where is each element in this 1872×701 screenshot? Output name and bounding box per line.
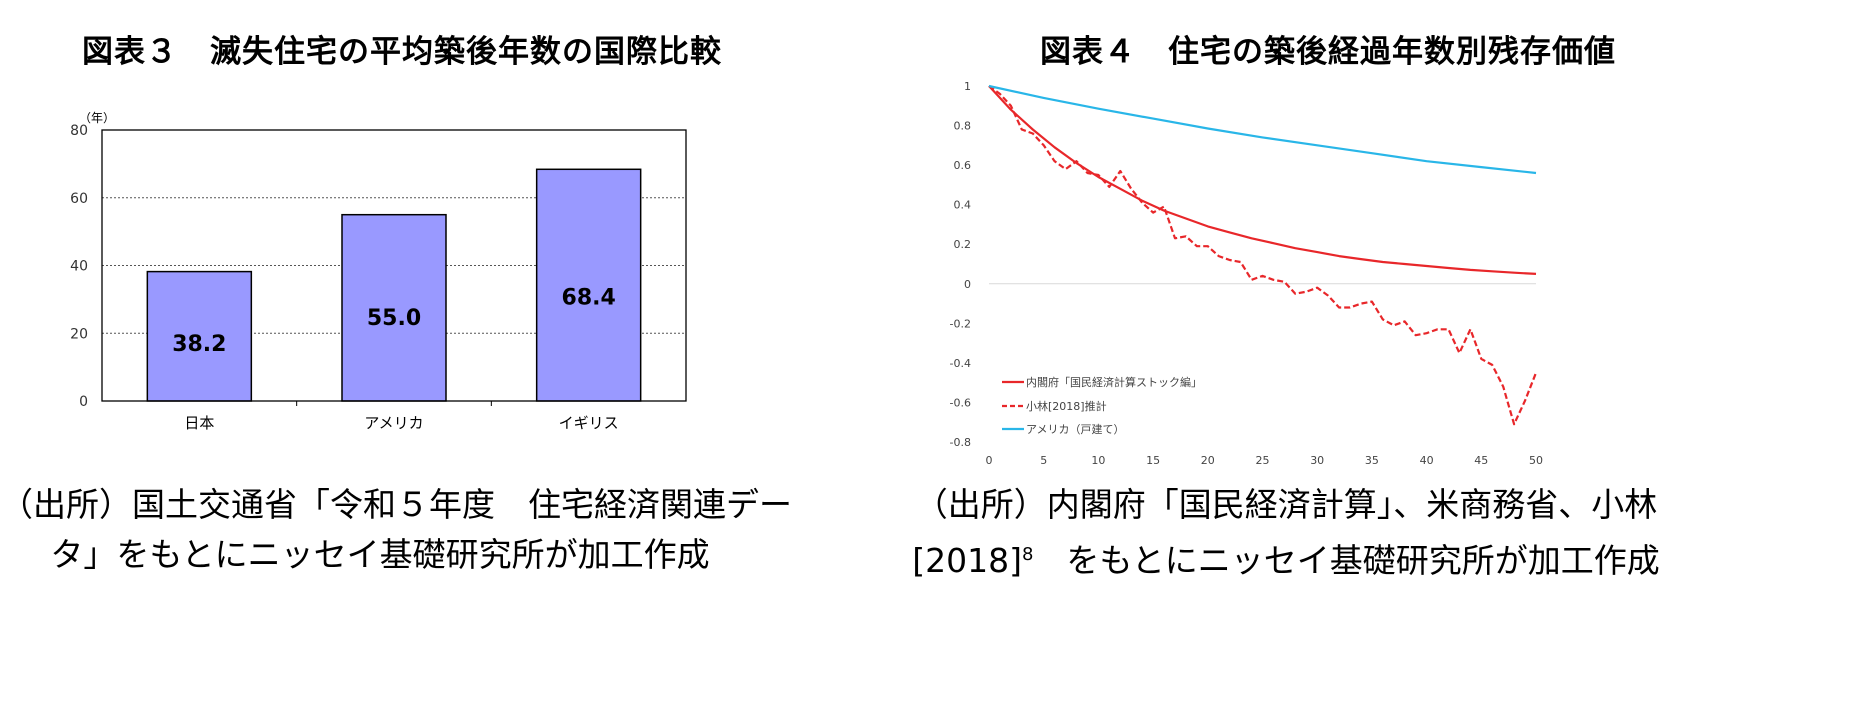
bar xyxy=(146,270,253,402)
x-tick-label: 30 xyxy=(1310,454,1324,467)
left-source-note: （出所）国土交通省「令和５年度 住宅経済関連デー タ」をもとにニッセイ基礎研究所… xyxy=(0,480,792,580)
bar xyxy=(341,213,447,402)
x-tick-label: 20 xyxy=(1201,454,1215,467)
right-source-line-2-text: をもとにニッセイ基礎研究所が加工作成 xyxy=(1033,541,1660,580)
legend-label: 内閣府「国民経済計算ストック編」 xyxy=(1026,375,1202,389)
right-figure-panel: 図表４ 住宅の築後経過年数別残存価値 1 0.8 0.6 0.4 0.2 0 -0.2 -0.… xyxy=(912,0,1872,701)
right-source-note: （出所）内閣府「国民経済計算」、米商務省、小林 [2018]8 をもとにニッセイ… xyxy=(876,480,1696,586)
y-unit-label: （年） xyxy=(79,111,115,125)
x-tick-label: 15 xyxy=(1146,454,1160,467)
bar-chart: （年） 0 20 40 60 80 38.2 55.0 68.4 日本 アメリカ イギリス xyxy=(70,111,687,432)
right-figure-title: 図表４ 住宅の築後経過年数別残存価値 xyxy=(1040,34,1616,70)
bar-value-label: 55.0 xyxy=(367,306,421,331)
x-tick-label: 40 xyxy=(1420,454,1434,467)
left-source-line-2: タ」をもとにニッセイ基礎研究所が加工作成 xyxy=(50,535,710,574)
x-tick-label: 日本 xyxy=(184,414,214,432)
plot-frame xyxy=(101,129,687,402)
left-figure-title: 図表３ 滅失住宅の平均築後年数の国際比較 xyxy=(82,34,722,70)
right-source-line-2: [2018]8 をもとにニッセイ基礎研究所が加工作成 xyxy=(876,530,1696,586)
y-tick-label: 40 xyxy=(70,259,88,275)
y-tick-label: 80 xyxy=(70,123,88,139)
x-tick-label: 45 xyxy=(1474,454,1488,467)
y-tick-label: -0.2 xyxy=(950,317,971,330)
legend-label: アメリカ（戸建て） xyxy=(1026,422,1124,436)
y-tick-label: 20 xyxy=(70,326,88,342)
series-line xyxy=(988,84,1537,175)
y-tick-label: 0.8 xyxy=(954,120,972,133)
citation-text: [2018] xyxy=(912,541,1022,580)
y-tick-label: 60 xyxy=(70,191,88,207)
right-source-line-1: （出所）内閣府「国民経済計算」、米商務省、小林 xyxy=(914,485,1658,524)
x-tick-label: 10 xyxy=(1091,454,1105,467)
bar-value-label: 68.4 xyxy=(562,286,616,311)
y-tick-label: 0 xyxy=(79,394,88,410)
series-line xyxy=(988,85,1538,426)
y-tick-label: 1 xyxy=(964,80,971,93)
y-tick-label: 0.6 xyxy=(954,159,972,172)
x-tick-label: 25 xyxy=(1256,454,1270,467)
bar-value-label: 38.2 xyxy=(172,332,226,357)
line-chart: 1 0.8 0.6 0.4 0.2 0 -0.2 -0.4 -0.6 -0.8 0 5 10 15 20 2… xyxy=(950,80,1543,467)
y-tick-label: 0 xyxy=(964,278,971,291)
series-line xyxy=(988,85,1537,275)
x-tick-label: 5 xyxy=(1040,454,1047,467)
y-tick-label: 0.2 xyxy=(954,238,972,251)
footnote-marker: 8 xyxy=(1021,544,1034,565)
y-tick-label: 0.4 xyxy=(954,199,972,212)
x-tick-label: 0 xyxy=(986,454,993,467)
x-tick-label: イギリス xyxy=(559,414,619,432)
legend-label: 小林[2018]推計 xyxy=(1026,399,1107,413)
x-tick-label: 35 xyxy=(1365,454,1379,467)
left-figure-panel: 図表３ 滅失住宅の平均築後年数の国際比較 （年） 0 20 40 60 80 38.2 5… xyxy=(0,34,792,580)
y-tick-label: -0.6 xyxy=(950,396,971,409)
left-source-line-1: （出所）国土交通省「令和５年度 住宅経済関連デー xyxy=(0,485,792,524)
x-tick-label: アメリカ xyxy=(364,414,423,432)
y-tick-label: -0.4 xyxy=(950,357,971,370)
x-tick-label: 50 xyxy=(1529,454,1543,467)
y-tick-label: -0.8 xyxy=(950,436,971,449)
bar xyxy=(535,168,642,402)
